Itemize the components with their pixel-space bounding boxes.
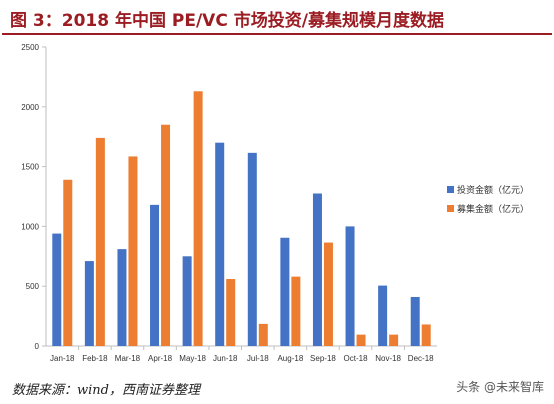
legend-swatch-fundraising [447, 205, 454, 212]
bar-fundraising [258, 323, 268, 346]
bar-fundraising [323, 242, 333, 346]
bar-investment [52, 233, 62, 346]
x-tick-label: Jun-18 [213, 354, 238, 363]
bar-investment [182, 256, 192, 346]
y-tick-label: 0 [35, 342, 40, 351]
x-tick-label: Mar-18 [115, 354, 141, 363]
bar-fundraising [389, 334, 399, 346]
y-tick-label: 2500 [21, 43, 39, 52]
bar-investment [280, 237, 290, 346]
x-tick-label: Dec-18 [408, 354, 434, 363]
bar-investment [150, 204, 160, 346]
bar-fundraising [63, 179, 73, 346]
bar-fundraising [421, 324, 431, 346]
bar-fundraising [161, 124, 171, 347]
bar-investment [345, 226, 355, 346]
data-source-note: 数据来源：wind，西南证券整理 [12, 383, 200, 398]
x-tick-label: Oct-18 [344, 354, 369, 363]
bar-chart: 0 500 1000 1500 2000 2500 Jan-18 Feb-18 Mar-18 A… [21, 43, 529, 363]
legend-label-investment: 投资金额（亿元） [457, 184, 529, 196]
bars-group [52, 91, 431, 347]
bar-investment [312, 193, 322, 346]
y-tick-label: 2000 [21, 103, 39, 112]
x-tick-label: Nov-18 [375, 354, 401, 363]
x-tick-label: Aug-18 [277, 354, 303, 363]
legend-label-fundraising: 募集金额（亿元） [457, 203, 529, 215]
x-tick-label: Feb-18 [82, 354, 108, 363]
y-tick-label: 1500 [21, 163, 39, 172]
bar-investment [215, 142, 225, 346]
bar-investment [410, 296, 420, 346]
bar-investment [247, 152, 257, 346]
bar-investment [117, 249, 127, 346]
x-axis-group: Jan-18 Feb-18 Mar-18 Apr-18 May-18 Jun-18 Jul-… [46, 345, 437, 363]
bar-investment [84, 261, 94, 346]
y-tick-label: 500 [26, 282, 40, 291]
y-tick-label: 1000 [21, 222, 39, 231]
bar-fundraising [226, 279, 236, 346]
bar-fundraising [95, 137, 105, 346]
bar-investment [378, 285, 388, 346]
legend-swatch-investment [447, 186, 454, 193]
watermark: 头条 @未来智库 [456, 380, 544, 394]
x-tick-label: Sep-18 [310, 354, 336, 363]
figure-title: 图 3：2018 年中国 PE/VC 市场投资/募集规模月度数据 [10, 11, 444, 31]
x-tick-label: Apr-18 [148, 354, 173, 363]
x-tick-label: May-18 [179, 354, 206, 363]
bar-fundraising [193, 91, 203, 346]
y-axis-group: 0 500 1000 1500 2000 2500 [21, 43, 47, 351]
title-divider [2, 33, 552, 35]
x-tick-label: Jan-18 [50, 354, 75, 363]
legend: 投资金额（亿元） 募集金额（亿元） [447, 184, 529, 215]
bar-fundraising [291, 276, 301, 346]
bar-fundraising [356, 334, 366, 346]
bar-fundraising [128, 156, 138, 346]
x-tick-label: Jul-18 [247, 354, 269, 363]
